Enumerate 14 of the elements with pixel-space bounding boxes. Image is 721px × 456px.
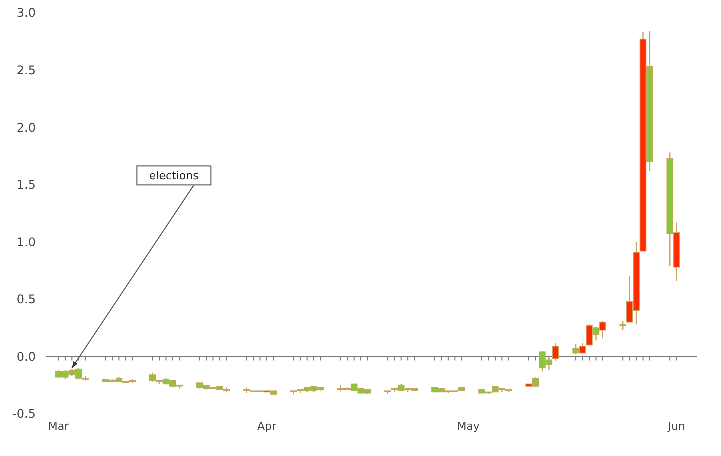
y-tick-label: 0.0 (16, 350, 36, 364)
y-tick-label: 1.5 (16, 178, 36, 192)
y-tick-label: 2.5 (16, 63, 36, 78)
annotation: elections (149, 170, 200, 183)
x-tick-label: Mar (48, 420, 70, 433)
candlestick (620, 320, 626, 331)
y-tick-label: 3.0 (16, 6, 36, 20)
y-tick-label: 0.5 (16, 292, 36, 307)
x-tick-label: May (457, 420, 480, 433)
y-tick-label: 2.0 (16, 120, 36, 135)
y-tick-label: -0.5 (12, 407, 36, 422)
x-tick-label: Jun (667, 420, 686, 433)
x-tick-label: Apr (257, 420, 277, 433)
y-tick-label: 1.0 (16, 235, 36, 250)
